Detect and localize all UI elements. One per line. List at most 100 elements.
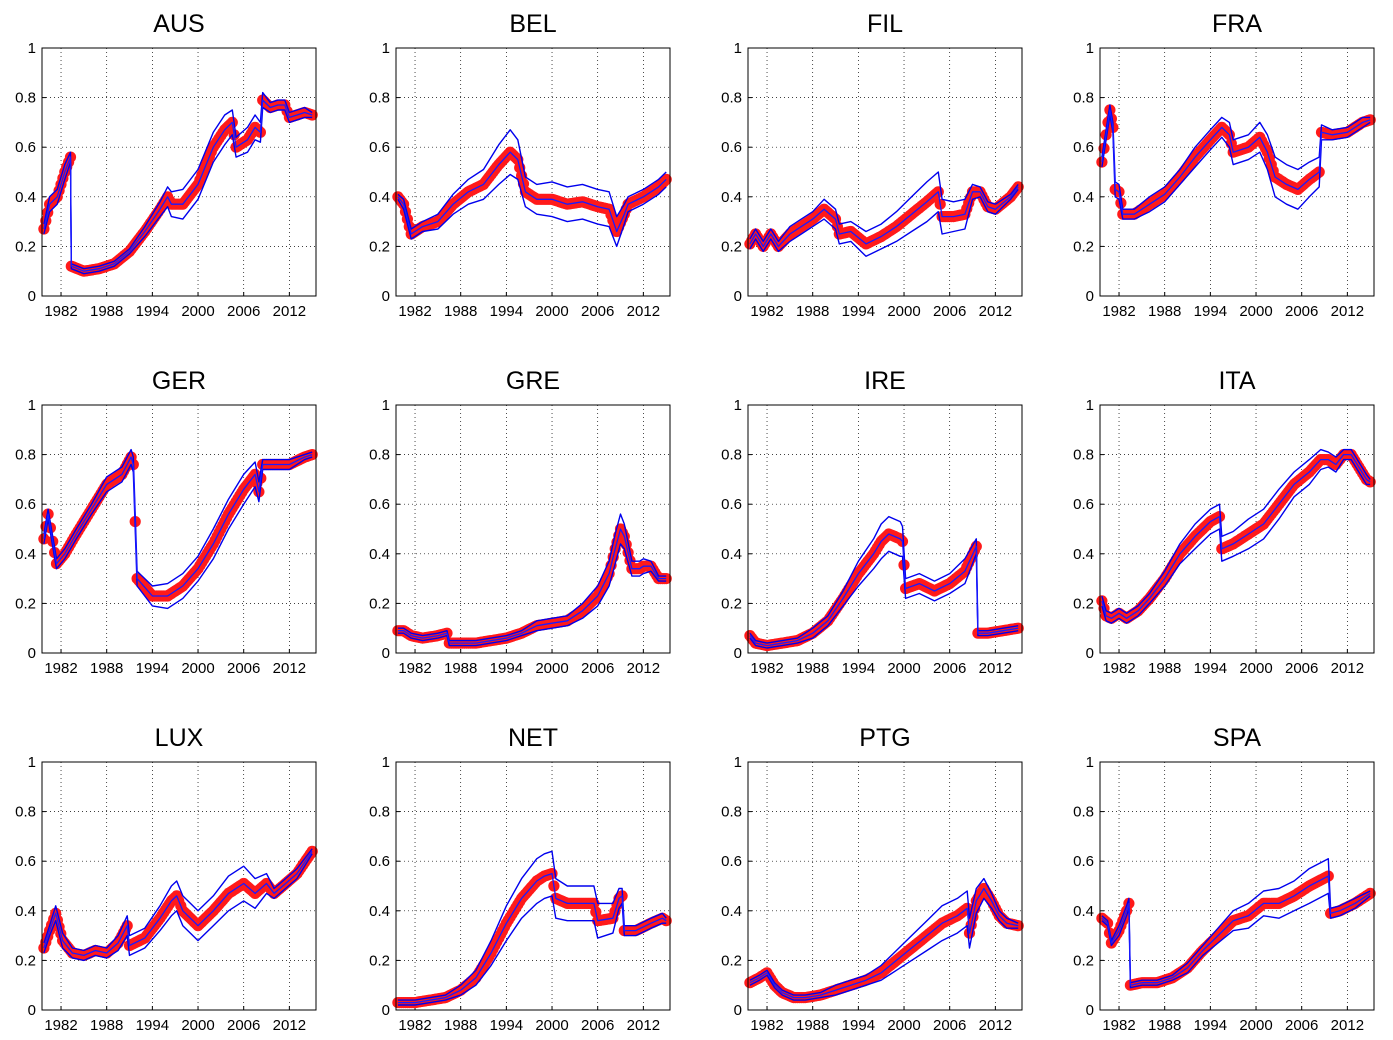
panel-lux: LUX 0 0.2 0.4 0.6 0.8 1 1982 1988 1994 2000 2006 201…: [15, 724, 318, 1034]
y-tick-label: 0: [28, 1002, 36, 1019]
y-tick-label: 1: [734, 40, 742, 57]
x-tick-label: 2012: [273, 660, 306, 677]
panel-title: FIL: [867, 10, 903, 38]
y-tick-label: 0.6: [15, 853, 36, 870]
axes-frame: [1099, 47, 1375, 297]
y-tick-label: 1: [1086, 40, 1094, 57]
upper-band-line: [397, 129, 667, 230]
x-tick-label: 1982: [44, 1017, 77, 1034]
axes-frame: [747, 47, 1023, 297]
y-tick-label: 0.2: [369, 595, 390, 612]
y-tick-label: 0: [28, 288, 36, 305]
x-tick-label: 1982: [398, 1017, 431, 1034]
y-tick-label: 0: [382, 645, 390, 662]
central-line: [43, 453, 313, 597]
y-tick-label: 0.6: [721, 139, 742, 156]
x-tick-label: 1988: [90, 660, 123, 677]
lower-band-line: [1101, 892, 1371, 989]
y-tick-label: 0.8: [15, 804, 36, 821]
panel-title: SPA: [1213, 724, 1261, 752]
central-line: [1101, 109, 1371, 215]
upper-band-line: [1101, 858, 1371, 984]
panel-fil: FIL 0 0.2 0.4 0.6 0.8 1 1982 1988 1994 2000 2006 201…: [721, 10, 1024, 320]
x-tick-label: 1982: [750, 303, 783, 320]
y-tick-label: 0.4: [1073, 903, 1094, 920]
x-tick-label: 2006: [933, 660, 966, 677]
upper-band-line: [1101, 448, 1371, 614]
x-tick-label: 2000: [181, 660, 214, 677]
y-tick-label: 0: [1086, 645, 1094, 662]
central-line: [1101, 875, 1371, 986]
x-tick-label: 1988: [444, 1017, 477, 1034]
y-tick-label: 0.8: [15, 447, 36, 464]
panel-title: NET: [508, 724, 558, 752]
y-tick-label: 0.8: [721, 90, 742, 107]
y-tick-label: 0.8: [369, 447, 390, 464]
x-tick-label: 1982: [750, 660, 783, 677]
y-tick-label: 0: [1086, 1002, 1094, 1019]
y-tick-label: 0.2: [721, 595, 742, 612]
y-tick-label: 0.8: [369, 90, 390, 107]
lower-band-line: [749, 188, 1019, 257]
x-tick-label: 1994: [490, 660, 523, 677]
x-tick-label: 1994: [136, 1017, 169, 1034]
y-tick-label: 0.4: [15, 546, 36, 563]
y-tick-label: 0: [1086, 288, 1094, 305]
y-tick-label: 1: [28, 40, 36, 57]
x-tick-label: 2000: [181, 303, 214, 320]
x-tick-label: 1994: [490, 303, 523, 320]
central-line: [43, 850, 313, 957]
central-line: [749, 533, 1019, 647]
upper-band-line: [397, 513, 667, 642]
y-tick-label: 0: [382, 1002, 390, 1019]
x-tick-label: 2000: [535, 1017, 568, 1034]
y-tick-label: 1: [382, 397, 390, 414]
panel-ptg: PTG 0 0.2 0.4 0.6 0.8 1 1982 1988 1994 2000 2006 201…: [721, 724, 1024, 1034]
x-tick-label: 2000: [181, 1017, 214, 1034]
panel-ita: ITA 0 0.2 0.4 0.6 0.8 1 1982 1988 1994 2000 2006 201…: [1073, 367, 1376, 677]
y-tick-label: 0: [734, 645, 742, 662]
y-tick-label: 1: [734, 397, 742, 414]
y-tick-label: 1: [734, 754, 742, 771]
axes-frame: [1099, 761, 1375, 1011]
x-tick-label: 2000: [887, 303, 920, 320]
lower-band-line: [1101, 458, 1371, 624]
axes-frame: [41, 761, 317, 1011]
upper-band-line: [749, 171, 1019, 243]
y-tick-label: 0.6: [369, 853, 390, 870]
x-tick-label: 2006: [581, 1017, 614, 1034]
panel-ire: IRE 0 0.2 0.4 0.6 0.8 1 1982 1988 1994 2000 2006 201…: [721, 367, 1024, 677]
lower-band-line: [397, 895, 667, 1006]
x-tick-label: 2006: [227, 1017, 260, 1034]
y-tick-label: 0.4: [721, 189, 742, 206]
y-tick-label: 0.6: [1073, 496, 1094, 513]
panel-aus: AUS 0 0.2 0.4 0.6 0.8 1 1982 1988 1994 2000 2006 201…: [15, 10, 318, 320]
y-tick-label: 0.6: [1073, 139, 1094, 156]
y-tick-label: 0.8: [15, 90, 36, 107]
axes-frame: [747, 761, 1023, 1011]
x-tick-label: 1982: [1102, 660, 1135, 677]
y-tick-label: 0.8: [369, 804, 390, 821]
x-tick-label: 1994: [1194, 303, 1227, 320]
central-line: [1101, 453, 1371, 619]
y-tick-label: 0.4: [15, 903, 36, 920]
panel-title: GER: [152, 367, 206, 395]
x-tick-label: 1994: [136, 303, 169, 320]
y-tick-label: 1: [382, 40, 390, 57]
axes-frame: [395, 761, 671, 1011]
y-tick-label: 0.8: [721, 447, 742, 464]
x-tick-label: 2000: [887, 660, 920, 677]
y-tick-label: 0: [28, 645, 36, 662]
panel-title: IRE: [864, 367, 906, 395]
y-tick-label: 0.2: [1073, 952, 1094, 969]
y-tick-label: 0.2: [369, 952, 390, 969]
x-tick-label: 1988: [1148, 303, 1181, 320]
x-tick-label: 1994: [1194, 660, 1227, 677]
y-tick-label: 0.2: [721, 952, 742, 969]
y-tick-label: 0: [734, 1002, 742, 1019]
x-tick-label: 2012: [1331, 1017, 1364, 1034]
y-tick-label: 0.8: [1073, 447, 1094, 464]
y-tick-label: 0.6: [15, 496, 36, 513]
x-tick-label: 1982: [44, 660, 77, 677]
axes-frame: [41, 47, 317, 297]
